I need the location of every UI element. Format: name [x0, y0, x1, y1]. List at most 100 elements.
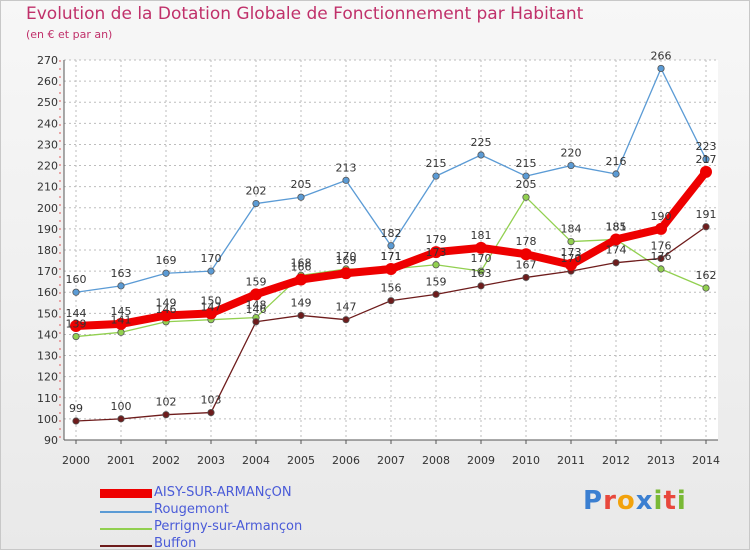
y-tick-label: 130	[37, 350, 58, 363]
logo-letter: i	[676, 486, 687, 516]
x-tick-label: 2000	[62, 454, 90, 467]
data-point-buffon	[612, 259, 620, 267]
data-label-perrigny-sur-arman-on: 170	[471, 252, 492, 265]
legend-label-buffon: Buffon	[154, 536, 197, 551]
data-point-perrigny-sur-arman-on	[657, 265, 665, 273]
data-point-buffon	[162, 411, 170, 419]
data-label-buffon: 149	[291, 296, 312, 309]
logo-letter: o	[616, 486, 636, 516]
data-label-rougemont: 213	[336, 161, 357, 174]
data-label-perrigny-sur-arman-on: 146	[156, 303, 177, 316]
data-point-rougemont	[567, 161, 575, 170]
data-point-perrigny-sur-arman-on	[432, 261, 440, 269]
data-label-perrigny-sur-arman-on: 148	[246, 299, 267, 312]
data-point-perrigny-sur-arman-on	[72, 332, 80, 341]
data-point-aisy-sur-arman-on	[160, 309, 172, 322]
proxiti-logo: Proxiti	[583, 486, 687, 516]
data-label-buffon: 100	[111, 400, 132, 413]
data-label-rougemont: 220	[561, 147, 582, 160]
axes-layer: 9010011012013014015016017018019020021022…	[37, 54, 720, 467]
data-point-aisy-sur-arman-on	[475, 241, 487, 254]
data-label-aisy-sur-arman-on: 150	[201, 294, 222, 307]
y-tick-label: 270	[37, 54, 58, 67]
data-label-buffon: 102	[156, 396, 177, 409]
data-point-buffon	[117, 415, 125, 423]
series-layer	[70, 64, 712, 425]
y-tick-label: 220	[37, 160, 58, 173]
y-tick-label: 120	[37, 371, 58, 384]
data-point-aisy-sur-arman-on	[520, 248, 532, 261]
logo-letter: P	[583, 486, 604, 516]
x-tick-label: 2006	[332, 454, 360, 467]
logo-letter: i	[653, 486, 664, 516]
y-tick-label: 90	[44, 434, 58, 447]
data-point-rougemont	[522, 172, 530, 180]
data-point-buffon	[702, 223, 710, 231]
data-label-buffon: 146	[246, 303, 267, 316]
data-point-aisy-sur-arman-on	[700, 165, 712, 178]
data-label-perrigny-sur-arman-on: 171	[381, 250, 402, 263]
data-point-aisy-sur-arman-on	[115, 317, 127, 330]
legend-swatch-aisy	[100, 489, 152, 498]
data-point-rougemont	[387, 242, 395, 250]
y-tick-label: 170	[37, 265, 58, 278]
data-point-rougemont	[297, 193, 305, 201]
data-point-buffon	[342, 316, 350, 324]
data-label-perrigny-sur-arman-on: 181	[606, 220, 627, 233]
data-label-aisy-sur-arman-on: 173	[561, 246, 582, 259]
y-tick-label: 180	[37, 244, 58, 257]
chart-title: Evolution de la Dotation Globale de Fonc…	[26, 4, 584, 24]
y-tick-label: 250	[37, 96, 58, 109]
y-tick-label: 210	[37, 181, 58, 194]
data-label-perrigny-sur-arman-on: 173	[426, 246, 447, 259]
data-label-rougemont: 169	[156, 254, 177, 267]
x-tick-label: 2012	[602, 454, 630, 467]
data-point-aisy-sur-arman-on	[70, 320, 82, 332]
data-point-aisy-sur-arman-on	[295, 273, 307, 286]
data-label-buffon: 174	[606, 244, 627, 257]
data-point-rougemont	[612, 170, 620, 178]
data-point-buffon	[207, 408, 215, 417]
data-point-aisy-sur-arman-on	[565, 258, 577, 271]
data-point-rougemont	[252, 199, 260, 208]
y-tick-label: 150	[37, 307, 58, 320]
data-label-perrigny-sur-arman-on: 168	[291, 256, 312, 269]
y-tick-label: 240	[37, 117, 58, 130]
legend-swatch-perrigny	[100, 528, 152, 530]
data-label-perrigny-sur-arman-on: 139	[66, 318, 87, 331]
data-label-aisy-sur-arman-on: 145	[111, 305, 132, 318]
data-label-rougemont: 225	[471, 136, 492, 149]
data-point-aisy-sur-arman-on	[340, 267, 352, 280]
x-tick-label: 2003	[197, 454, 225, 467]
data-label-rougemont: 215	[516, 157, 537, 170]
x-tick-label: 2013	[647, 454, 675, 467]
data-label-perrigny-sur-arman-on: 141	[111, 313, 132, 326]
data-label-aisy-sur-arman-on: 217	[696, 153, 717, 166]
data-point-buffon	[72, 417, 80, 425]
data-label-perrigny-sur-arman-on: 176	[651, 250, 672, 263]
data-label-rougemont: 170	[201, 252, 222, 265]
data-point-perrigny-sur-arman-on	[702, 284, 710, 292]
data-point-aisy-sur-arman-on	[430, 246, 442, 259]
data-point-perrigny-sur-arman-on	[522, 193, 530, 201]
data-label-aisy-sur-arman-on: 169	[336, 254, 357, 267]
data-label-rougemont: 215	[426, 157, 447, 170]
data-point-buffon	[477, 282, 485, 290]
data-label-buffon: 103	[201, 394, 222, 407]
logo-letter: t	[663, 486, 677, 516]
data-point-buffon	[252, 318, 260, 326]
x-tick-label: 2002	[152, 454, 180, 467]
data-point-buffon	[522, 273, 530, 282]
y-tick-label: 200	[37, 202, 58, 215]
grid-layer	[64, 59, 718, 441]
data-label-buffon: 156	[381, 282, 402, 295]
data-label-rougemont: 160	[66, 273, 87, 286]
legend-swatch-buffon	[100, 545, 152, 547]
data-point-rougemont	[432, 172, 440, 180]
data-label-aisy-sur-arman-on: 179	[426, 233, 447, 246]
data-label-aisy-sur-arman-on: 178	[516, 235, 537, 248]
data-point-perrigny-sur-arman-on	[117, 328, 125, 336]
data-point-rougemont	[207, 267, 215, 275]
y-tick-label: 160	[37, 286, 58, 299]
